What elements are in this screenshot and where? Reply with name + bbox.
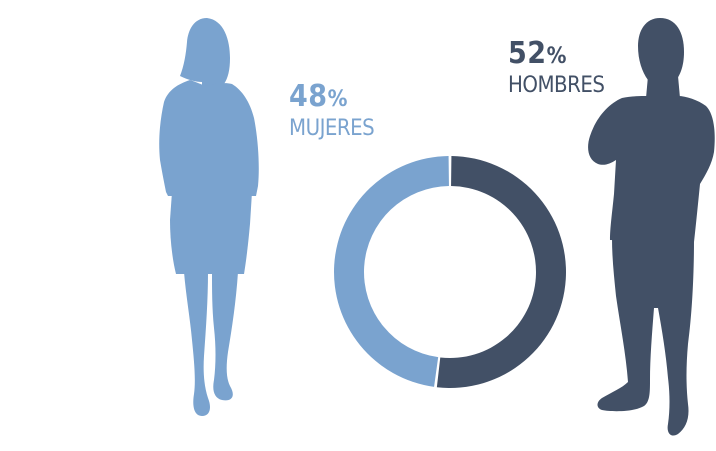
men-percent-label: 52% [508, 38, 604, 73]
men-label-group: 52% HOMBRES [508, 38, 605, 99]
women-label-group: 48% MUJERES [289, 81, 375, 142]
women-percent-value: 48% [289, 79, 348, 114]
women-category-label: MUJERES [289, 116, 375, 141]
donut-slice-hombres [436, 156, 567, 388]
men-percent-value: 52% [508, 36, 567, 71]
donut-slice-mujeres [334, 156, 449, 387]
woman-silhouette-icon [159, 18, 259, 416]
women-percent-label: 48% [289, 81, 374, 116]
gender-donut-chart [334, 156, 567, 388]
man-silhouette-icon [588, 18, 715, 436]
men-category-label: HOMBRES [508, 73, 605, 98]
